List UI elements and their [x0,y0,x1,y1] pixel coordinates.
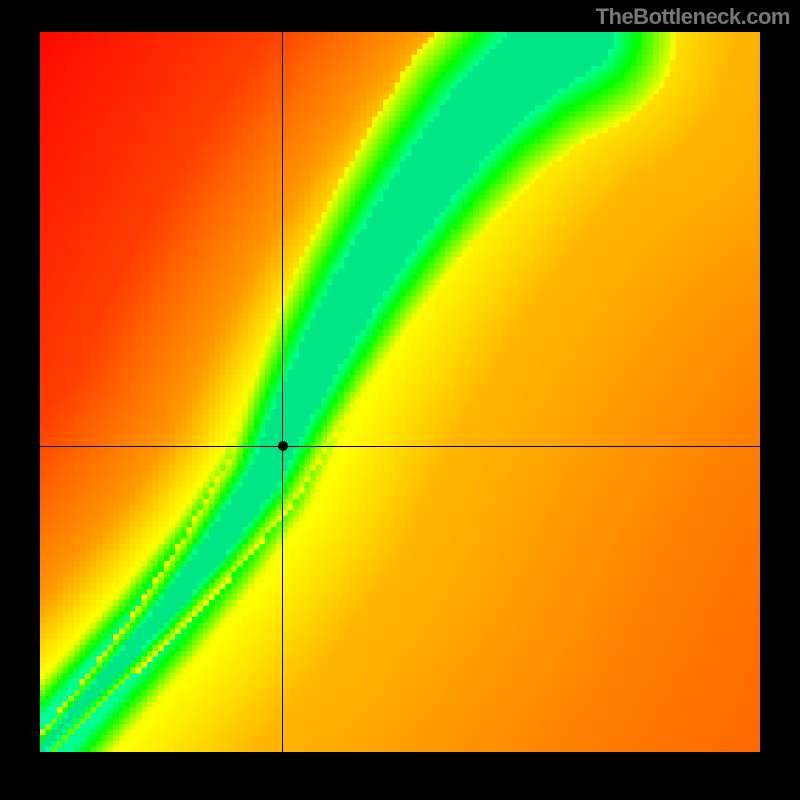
bottleneck-heatmap [40,32,760,752]
crosshair-horizontal [40,446,760,447]
crosshair-vertical [282,32,283,752]
crosshair-dot [278,441,288,451]
chart-container: { "attribution": "TheBottleneck.com", "a… [0,0,800,800]
attribution-text: TheBottleneck.com [596,4,790,30]
